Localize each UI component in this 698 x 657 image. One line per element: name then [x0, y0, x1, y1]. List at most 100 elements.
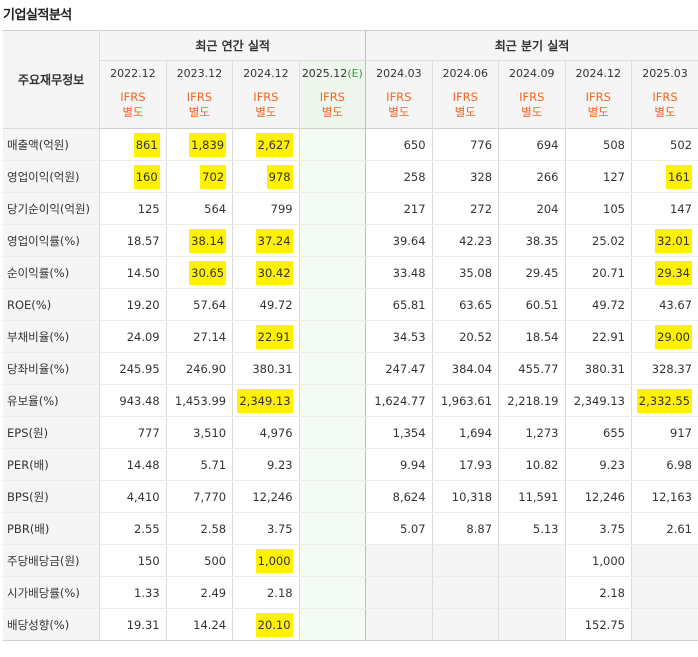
value-cell: 22.91 [564, 320, 632, 353]
value-cell: 29.45 [498, 256, 565, 289]
basis-type: 별도 [454, 104, 476, 119]
value-cell [298, 384, 366, 417]
accounting-basis: IFRS 별도 [365, 86, 433, 129]
value-cell: 14.24 [165, 608, 233, 641]
value-cell: 861 [99, 128, 167, 161]
value-text: 39.64 [392, 233, 426, 248]
value-text: 4,410 [126, 489, 160, 504]
value-text: 1,839 [189, 132, 227, 157]
value-cell: 2.18 [564, 576, 632, 609]
row-label: 배당성향(%) [3, 608, 100, 641]
value-text: 655 [603, 425, 625, 440]
value-cell: 14.50 [99, 256, 167, 289]
value-text: 24.09 [126, 329, 160, 344]
value-cell: 19.20 [99, 288, 167, 321]
value-cell: 42.23 [431, 224, 499, 257]
value-text: 30.65 [189, 260, 227, 285]
accounting-basis: IFRS 별도 [99, 86, 167, 129]
value-cell: 978 [232, 160, 300, 193]
value-cell: 384.04 [431, 352, 499, 385]
basis-standard: IFRS [519, 89, 545, 104]
value-text: 217 [403, 201, 426, 216]
value-text: 160 [133, 164, 160, 189]
value-text: 204 [536, 201, 559, 216]
value-text: 18.57 [126, 233, 160, 248]
value-text: 3,510 [193, 425, 227, 440]
value-text: 12,246 [584, 489, 625, 504]
value-text: 29.34 [655, 260, 692, 285]
basis-type: 별도 [188, 104, 210, 119]
value-cell [298, 128, 366, 161]
value-text: 650 [403, 137, 426, 152]
basis-standard: IFRS [452, 89, 478, 104]
value-cell: 125 [99, 192, 167, 225]
value-cell: 655 [564, 416, 632, 449]
value-cell: 266 [498, 160, 565, 193]
value-cell [298, 608, 366, 641]
basis-type: 별도 [654, 104, 676, 119]
annual-group-header: 최근 연간 실적 [99, 30, 366, 61]
value-text: 776 [470, 137, 493, 152]
value-text: 10.82 [525, 457, 559, 472]
value-cell: 4,976 [232, 416, 300, 449]
value-text: 8,624 [392, 489, 426, 504]
value-text: 32.01 [655, 228, 692, 253]
table-row: 부채비율(%) 24.09 27.14 22.91 34.53 20.52 18.54 22.… [3, 320, 698, 353]
table-row: 매출액(억원) 861 1,839 2,627 650 776 694 508 502 [3, 128, 698, 161]
value-text: 35.08 [459, 265, 493, 280]
value-cell: 38.14 [165, 224, 233, 257]
value-text: 3.75 [266, 521, 293, 536]
value-cell: 380.31 [564, 352, 632, 385]
value-cell: 11,591 [498, 480, 565, 513]
value-text: 799 [270, 201, 293, 216]
value-cell: 19.31 [99, 608, 167, 641]
value-cell: 37.24 [232, 224, 300, 257]
value-text: 702 [200, 164, 227, 189]
value-cell [298, 352, 366, 385]
value-cell: 8.87 [431, 512, 499, 545]
table-row: EPS(원) 777 3,510 4,976 1,354 1,694 1,273 655 917 [3, 416, 698, 449]
value-cell: 2,218.19 [498, 384, 565, 417]
value-text: 57.64 [193, 297, 227, 312]
value-cell: 150 [99, 544, 167, 577]
value-cell: 2.18 [232, 576, 300, 609]
value-text: 245.95 [119, 361, 160, 376]
value-text: 42.23 [459, 233, 493, 248]
value-text: 380.31 [584, 361, 625, 376]
value-cell: 25.02 [564, 224, 632, 257]
value-cell: 27.14 [165, 320, 233, 353]
value-cell: 43.67 [630, 288, 698, 321]
value-text: 1,624.77 [374, 393, 426, 408]
value-cell: 508 [564, 128, 632, 161]
value-text: 917 [670, 425, 692, 440]
value-cell: 702 [165, 160, 233, 193]
value-cell: 12,163 [630, 480, 698, 513]
value-text: 65.81 [392, 297, 426, 312]
value-cell: 65.81 [365, 288, 433, 321]
value-cell: 29.34 [630, 256, 698, 289]
value-cell: 8,624 [365, 480, 433, 513]
value-text: 1,453.99 [174, 393, 227, 408]
value-text: 328 [470, 169, 493, 184]
value-cell [365, 608, 433, 641]
accounting-basis: IFRS 별도 [298, 86, 366, 129]
value-text: 8.87 [466, 521, 493, 536]
value-text: 161 [666, 164, 692, 189]
table-row: 주당배당금(원) 150 500 1,000 1,000 [3, 544, 698, 577]
value-cell: 1,354 [365, 416, 433, 449]
value-cell: 12,246 [232, 480, 300, 513]
value-cell: 1,453.99 [165, 384, 233, 417]
value-text: 508 [603, 137, 625, 152]
value-text: 25.02 [592, 233, 625, 248]
value-text: 63.65 [459, 297, 493, 312]
value-text: 14.48 [126, 457, 160, 472]
accounting-basis: IFRS 별도 [630, 86, 698, 129]
value-text: 30.42 [255, 260, 293, 285]
row-label-header: 주요재무정보 [3, 30, 100, 129]
value-cell [431, 608, 499, 641]
value-cell: 12,246 [564, 480, 632, 513]
row-label: 순이익률(%) [3, 256, 100, 289]
period-header-estimate: 2025.12(E) [298, 60, 366, 87]
value-cell: 4,410 [99, 480, 167, 513]
value-cell [298, 448, 366, 481]
